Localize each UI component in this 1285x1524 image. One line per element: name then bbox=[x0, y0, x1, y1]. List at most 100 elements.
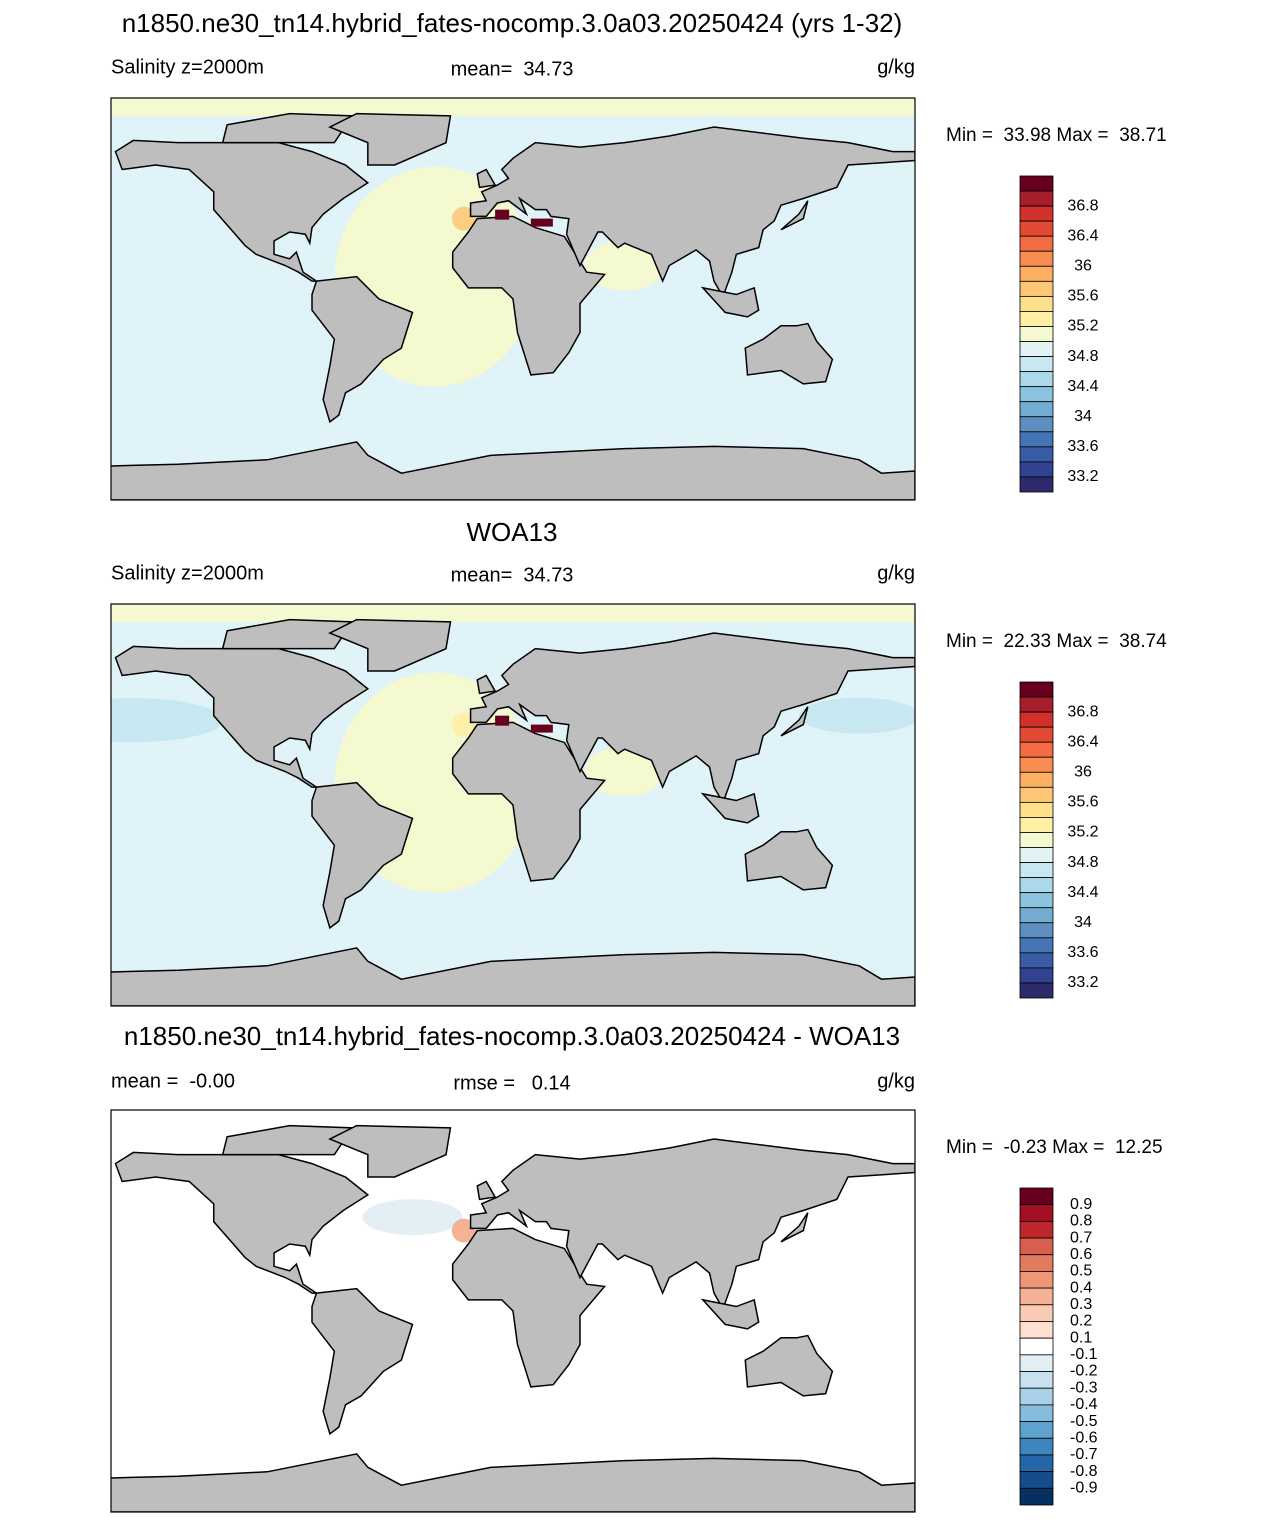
map bbox=[111, 1110, 915, 1512]
land bbox=[469, 126, 915, 299]
land bbox=[744, 828, 834, 891]
pacific-band bbox=[111, 698, 224, 743]
unit-label: g/kg bbox=[877, 56, 915, 78]
panel: n1850.ne30_tn14.hybrid_fates-nocomp.3.0a… bbox=[110, 8, 1167, 501]
land bbox=[111, 1453, 915, 1512]
colorbar-box bbox=[1019, 1371, 1054, 1389]
colorbar-label: 0.7 bbox=[1070, 1229, 1092, 1246]
colorbar-box bbox=[1019, 877, 1054, 894]
colorbar-label: 33.2 bbox=[1067, 974, 1098, 991]
colorbar-box bbox=[1019, 726, 1054, 743]
land bbox=[328, 618, 452, 672]
left-label: Salinity z=2000m bbox=[111, 562, 264, 584]
colorbar-box bbox=[1019, 771, 1054, 788]
colorbar-box bbox=[1019, 1271, 1054, 1289]
colorbar-box bbox=[1019, 295, 1054, 312]
land bbox=[114, 1151, 370, 1294]
colorbar-label: -0.6 bbox=[1070, 1429, 1098, 1446]
colorbar-box bbox=[1019, 892, 1054, 909]
colorbar-label: -0.1 bbox=[1070, 1346, 1098, 1363]
min-max-label: Min = 22.33 Max = 38.74 bbox=[946, 631, 1167, 652]
colorbar-box bbox=[1019, 1437, 1054, 1456]
land bbox=[744, 322, 834, 385]
colorbar-box bbox=[1019, 341, 1054, 357]
colorbar-box bbox=[1019, 1421, 1054, 1439]
unit-label: g/kg bbox=[877, 562, 915, 584]
colorbar-box bbox=[1019, 431, 1054, 448]
land bbox=[700, 1298, 760, 1330]
colorbar-box bbox=[1019, 967, 1054, 984]
map bbox=[111, 604, 915, 1006]
colorbar-label: 36 bbox=[1074, 258, 1092, 275]
colorbar-box bbox=[1019, 696, 1054, 713]
colorbar-box bbox=[1019, 326, 1054, 342]
colorbar-box bbox=[1019, 356, 1054, 373]
colorbar-label: -0.9 bbox=[1070, 1480, 1098, 1497]
colorbar-box bbox=[1019, 175, 1054, 192]
colorbar-label: 36.4 bbox=[1067, 733, 1098, 750]
center-label: mean= 34.73 bbox=[451, 564, 574, 586]
atlantic-anomaly bbox=[362, 1199, 463, 1236]
colorbar-box bbox=[1019, 817, 1054, 833]
colorbar-box bbox=[1019, 786, 1054, 803]
colorbar-box bbox=[1019, 1187, 1054, 1206]
colorbar-box bbox=[1019, 1220, 1054, 1239]
colorbar-box bbox=[1019, 1471, 1054, 1489]
colorbar-box bbox=[1019, 756, 1054, 773]
colorbar-label: 0.5 bbox=[1070, 1263, 1092, 1280]
colorbar-box bbox=[1019, 741, 1054, 758]
panel: WOA13 Salinity z=2000m mean= 34.73 g/kg Min … bbox=[110, 517, 1167, 1007]
colorbar-label: 35.6 bbox=[1067, 288, 1098, 305]
land bbox=[744, 1334, 834, 1397]
colorbar-box bbox=[1019, 461, 1054, 478]
land bbox=[114, 645, 370, 788]
land bbox=[221, 112, 354, 144]
land bbox=[311, 275, 414, 424]
colorbar-label: 36.8 bbox=[1067, 703, 1098, 720]
colorbar-label: -0.7 bbox=[1070, 1446, 1098, 1463]
land bbox=[780, 706, 809, 737]
colorbar-box bbox=[1019, 1404, 1054, 1422]
land bbox=[476, 674, 497, 695]
colorbar-box bbox=[1019, 1287, 1054, 1306]
colorbar-box bbox=[1019, 922, 1054, 939]
colorbar-label: 34.4 bbox=[1067, 378, 1098, 395]
min-max-label: Min = -0.23 Max = 12.25 bbox=[946, 1137, 1163, 1158]
colorbar-box bbox=[1019, 1254, 1054, 1272]
min-max-label: Min = 33.98 Max = 38.71 bbox=[946, 125, 1167, 146]
colorbar-label: 36 bbox=[1074, 764, 1092, 781]
colorbar-box bbox=[1019, 401, 1054, 418]
panel-title: n1850.ne30_tn14.hybrid_fates-nocomp.3.0a… bbox=[124, 1021, 900, 1051]
colorbar-box bbox=[1019, 311, 1054, 327]
mediterranean bbox=[495, 715, 510, 726]
land bbox=[221, 618, 354, 650]
colorbar-box bbox=[1019, 220, 1054, 237]
colorbar-label: -0.8 bbox=[1070, 1463, 1098, 1480]
land bbox=[451, 215, 607, 376]
colorbar-box bbox=[1019, 801, 1054, 818]
land bbox=[700, 792, 760, 824]
panel-title: WOA13 bbox=[466, 517, 557, 547]
colorbar-label: 0.9 bbox=[1070, 1196, 1092, 1213]
colorbar-label: 0.2 bbox=[1070, 1313, 1092, 1330]
colorbar-box bbox=[1019, 235, 1054, 252]
colorbar-box bbox=[1019, 952, 1054, 969]
colorbar-box bbox=[1019, 681, 1054, 698]
mediterranean bbox=[530, 724, 553, 733]
land bbox=[780, 1212, 809, 1243]
colorbar-label: 35.2 bbox=[1067, 824, 1098, 841]
colorbar-label: 36.4 bbox=[1067, 227, 1098, 244]
colorbar-label: 0.1 bbox=[1070, 1329, 1092, 1346]
arabian-patch bbox=[584, 746, 665, 797]
pacific-band bbox=[799, 697, 915, 734]
land bbox=[469, 632, 915, 805]
colorbar-label: 34.8 bbox=[1067, 348, 1098, 365]
land bbox=[111, 441, 915, 500]
colorbar-label: 33.6 bbox=[1067, 438, 1098, 455]
colorbar-box bbox=[1019, 205, 1054, 222]
colorbar-box bbox=[1019, 1354, 1054, 1372]
land bbox=[328, 1124, 452, 1178]
colorbar-label: 0.3 bbox=[1070, 1296, 1092, 1313]
